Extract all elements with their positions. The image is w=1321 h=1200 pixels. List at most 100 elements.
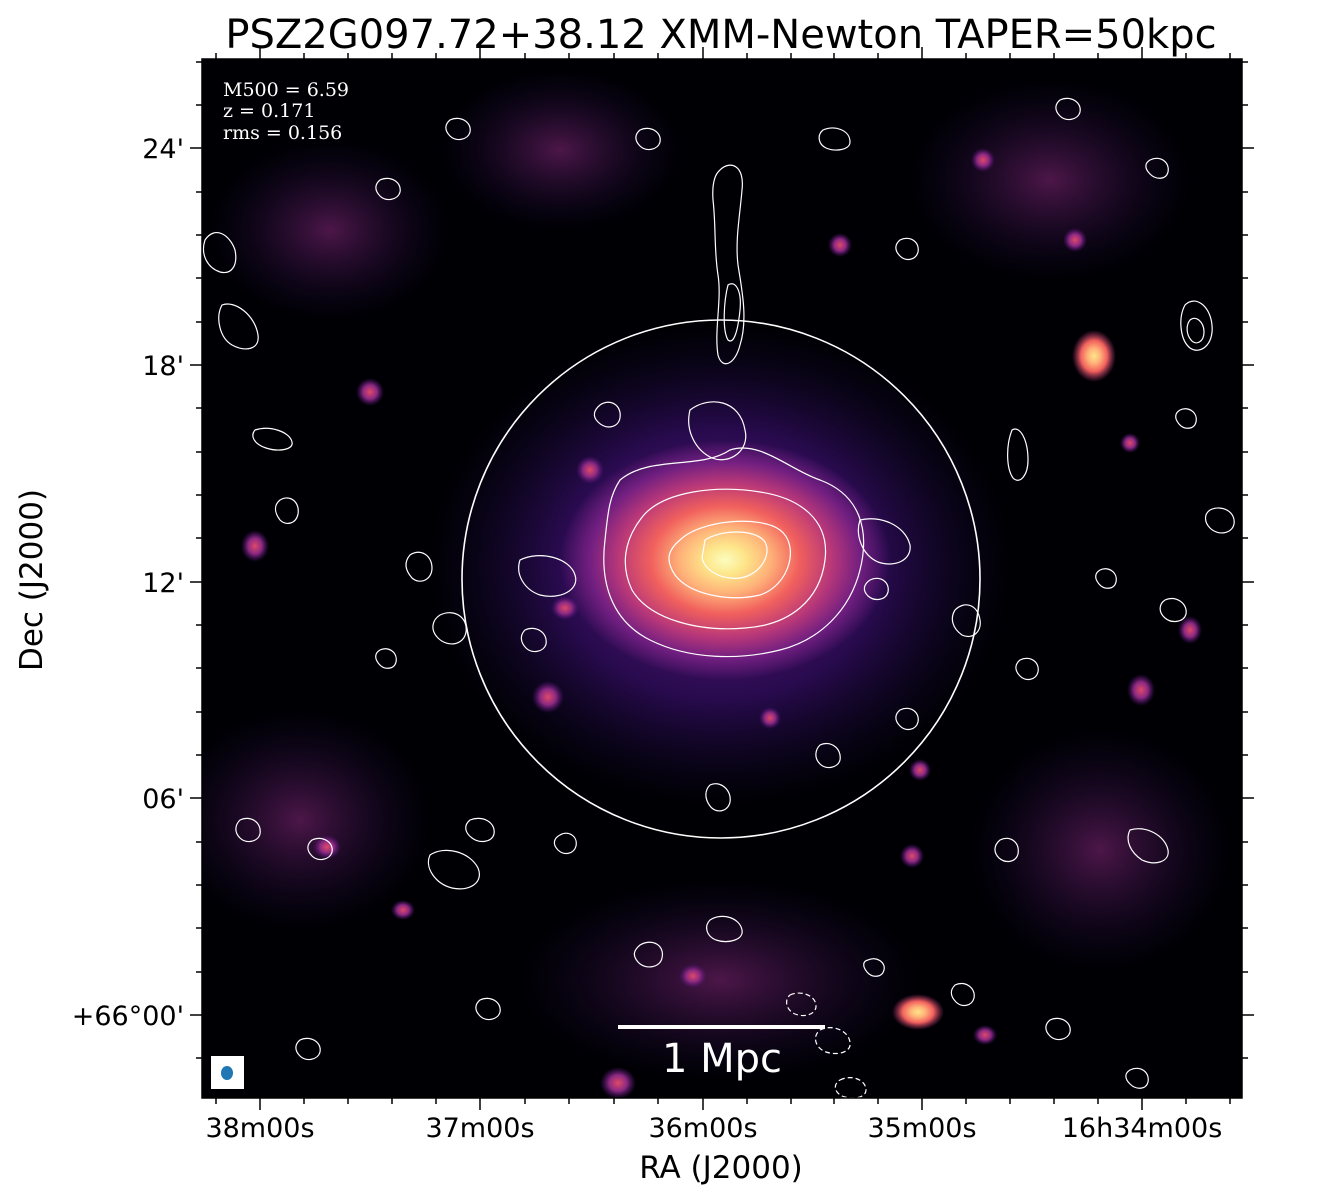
contour <box>706 915 743 943</box>
contour <box>815 742 841 769</box>
point-source <box>532 681 564 713</box>
contour <box>405 551 433 582</box>
cluster-core <box>560 440 890 680</box>
figure-title: PSZ2G097.72+38.12 XMM-Newton TAPER=50kpc <box>225 12 1216 58</box>
contour <box>520 627 547 653</box>
contour <box>1055 97 1081 121</box>
contour <box>705 783 731 812</box>
contour <box>427 849 480 890</box>
xray-point-sources <box>241 148 1202 1098</box>
point-source <box>1178 616 1202 644</box>
contour <box>951 604 981 638</box>
contour <box>1045 1017 1071 1041</box>
contour <box>668 520 791 599</box>
contour <box>895 707 919 731</box>
contour <box>633 941 664 968</box>
contour <box>465 817 495 843</box>
y-axis-label: Dec (J2000) <box>14 489 50 671</box>
contour <box>445 117 471 141</box>
point-source <box>313 835 341 859</box>
y-tick-label: 24' <box>142 134 184 165</box>
contour <box>1175 408 1197 429</box>
contour <box>518 555 577 597</box>
x-tick-label: 16h34m00s <box>1062 1113 1223 1144</box>
contour <box>218 303 259 350</box>
contour <box>375 177 401 201</box>
point-source <box>1072 330 1116 382</box>
scale-bar-label: 1 Mpc <box>662 1036 782 1082</box>
contour <box>895 237 919 261</box>
contour <box>1204 507 1235 534</box>
contour <box>857 518 911 565</box>
contour <box>1127 828 1169 864</box>
contour <box>818 127 851 151</box>
contour <box>432 612 467 645</box>
y-tick-label: +66°00' <box>72 1001 184 1032</box>
x-tick-label: 35m00s <box>867 1113 976 1144</box>
point-source <box>1063 228 1087 252</box>
contour <box>1159 597 1187 623</box>
contour <box>603 447 865 658</box>
point-source <box>759 707 781 729</box>
point-source <box>971 148 995 172</box>
y-tick-label: 18' <box>142 351 184 382</box>
point-source <box>600 1067 636 1098</box>
radio-contours <box>202 97 1235 1098</box>
point-source <box>356 378 384 406</box>
point-source <box>241 530 269 562</box>
contour <box>252 427 293 451</box>
contour <box>1015 657 1039 681</box>
contour <box>1186 317 1205 344</box>
contour <box>375 648 397 669</box>
contour <box>863 958 885 977</box>
contour <box>863 577 889 601</box>
tick-marks <box>190 47 1254 1110</box>
contour <box>307 837 333 861</box>
contour <box>785 992 817 1017</box>
x-tick-label: 36m00s <box>648 1113 757 1144</box>
contour <box>1180 300 1213 351</box>
redshift-label: z = 0.171 <box>223 100 315 122</box>
contour <box>553 832 577 855</box>
point-source <box>391 900 415 920</box>
contour <box>1095 568 1117 589</box>
rms-label: rms = 0.156 <box>223 122 342 144</box>
contour <box>1145 157 1169 179</box>
contour <box>274 497 299 524</box>
point-source <box>973 1025 997 1045</box>
x-axis-label: RA (J2000) <box>639 1150 803 1186</box>
point-source <box>551 596 579 620</box>
contour <box>723 283 741 342</box>
point-source <box>909 759 931 781</box>
contour <box>994 837 1019 863</box>
contour <box>701 531 768 579</box>
point-source <box>679 964 707 988</box>
contour <box>475 997 501 1021</box>
x-tick-label: 38m00s <box>205 1113 314 1144</box>
contour <box>1125 1067 1149 1089</box>
contour <box>624 488 827 630</box>
contour <box>688 401 747 461</box>
point-source <box>828 233 852 257</box>
contour <box>1007 428 1029 481</box>
contour <box>295 1037 321 1061</box>
y-tick-label: 12' <box>142 568 184 599</box>
contour <box>950 982 975 1007</box>
beam-ellipse <box>221 1066 233 1080</box>
x-tick-label: 37m00s <box>425 1113 534 1144</box>
m500-label: M500 = 6.59 <box>223 79 349 101</box>
y-tick-label: 06' <box>142 784 184 815</box>
image-panel: 1 Mpc M500 = 6.59 z = 0.171 rms = 0.156 <box>202 59 1242 1098</box>
contour <box>593 401 621 428</box>
contour <box>235 817 261 843</box>
point-source <box>900 844 924 868</box>
point-source <box>1120 433 1140 453</box>
contour <box>202 232 237 274</box>
r500-circle <box>461 319 981 839</box>
point-source <box>1127 674 1155 706</box>
point-source <box>892 994 944 1030</box>
contour <box>712 164 745 365</box>
contour <box>814 1027 851 1055</box>
point-source <box>576 456 604 484</box>
